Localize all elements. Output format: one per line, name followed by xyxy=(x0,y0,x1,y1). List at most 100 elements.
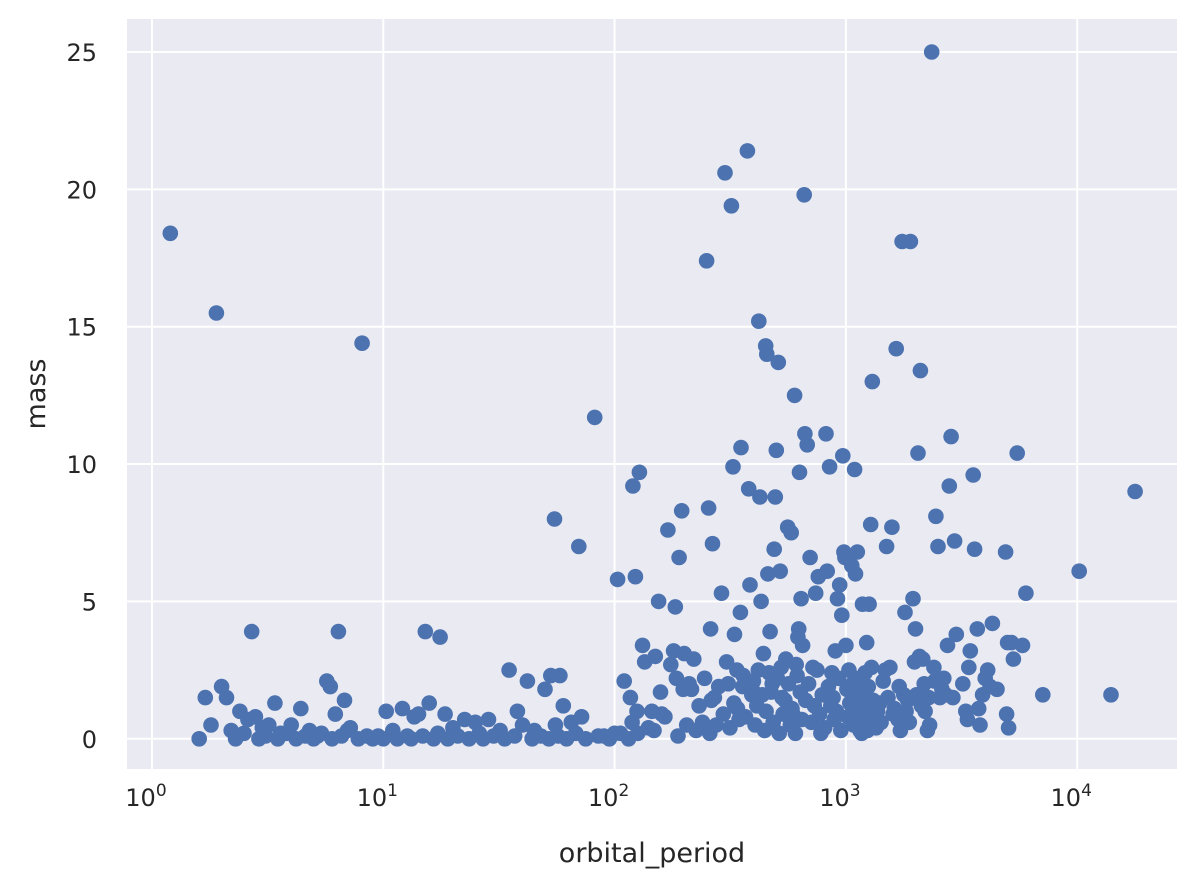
data-point xyxy=(1005,651,1022,667)
data-point xyxy=(959,711,976,728)
data-point xyxy=(691,698,707,714)
data-point xyxy=(586,409,603,426)
data-point xyxy=(203,717,219,733)
data-point xyxy=(657,709,673,725)
data-point xyxy=(1003,634,1020,651)
data-point xyxy=(905,590,921,607)
data-point xyxy=(354,335,370,352)
data-point xyxy=(191,731,207,747)
data-point xyxy=(829,590,846,607)
data-point xyxy=(243,623,260,640)
data-point xyxy=(1009,445,1025,461)
data-point xyxy=(717,165,733,181)
data-point xyxy=(755,645,772,662)
data-point xyxy=(786,387,803,404)
data-point xyxy=(877,662,894,678)
data-point xyxy=(410,706,427,722)
data-point xyxy=(888,340,904,357)
data-point xyxy=(772,563,788,579)
data-point xyxy=(704,535,721,552)
data-point xyxy=(789,667,805,684)
data-point xyxy=(673,503,690,519)
data-point xyxy=(1103,687,1119,703)
data-point xyxy=(849,544,866,560)
data-point xyxy=(519,673,536,689)
data-point xyxy=(671,549,687,566)
data-point xyxy=(330,623,347,640)
data-point xyxy=(647,648,664,665)
y-tick-label: 15 xyxy=(66,314,97,342)
data-point xyxy=(739,143,756,159)
data-point xyxy=(667,599,684,615)
data-point xyxy=(663,656,679,673)
data-point xyxy=(799,437,815,453)
data-point xyxy=(878,538,895,555)
data-point xyxy=(838,637,854,654)
data-point xyxy=(907,621,924,637)
data-point xyxy=(631,464,648,481)
data-point xyxy=(784,700,800,717)
data-point xyxy=(715,706,732,722)
data-point xyxy=(625,478,641,494)
data-point xyxy=(703,692,720,709)
x-tick-label: 101 xyxy=(357,781,398,812)
data-point xyxy=(928,508,944,525)
data-point xyxy=(162,225,179,242)
data-point xyxy=(218,689,235,706)
data-point xyxy=(910,445,926,461)
data-point xyxy=(920,689,937,706)
data-point xyxy=(725,459,741,475)
data-point xyxy=(962,643,979,659)
data-point xyxy=(833,722,849,739)
data-point xyxy=(998,706,1015,722)
y-tick-label: 0 xyxy=(82,726,97,754)
data-point xyxy=(501,662,517,678)
data-point xyxy=(609,571,626,588)
data-point xyxy=(770,354,787,371)
data-point xyxy=(646,722,662,739)
data-point xyxy=(729,662,745,678)
data-point xyxy=(768,442,785,459)
data-point xyxy=(650,593,667,610)
data-point xyxy=(753,593,769,610)
data-point xyxy=(686,651,702,667)
data-point xyxy=(267,695,283,711)
data-point xyxy=(902,233,919,250)
data-point xyxy=(732,604,749,621)
data-points xyxy=(162,44,1143,747)
data-point xyxy=(1000,720,1017,736)
data-point xyxy=(710,678,727,695)
x-tick-label: 100 xyxy=(125,781,166,812)
data-point xyxy=(863,659,880,676)
data-point xyxy=(901,714,918,731)
data-point xyxy=(830,670,847,687)
data-point xyxy=(760,566,776,582)
data-point xyxy=(726,695,742,711)
data-point xyxy=(943,428,959,445)
grid-lines xyxy=(127,19,1177,769)
data-point xyxy=(762,623,778,640)
data-point xyxy=(941,478,958,494)
data-point xyxy=(858,634,875,651)
data-point xyxy=(846,461,863,478)
data-point xyxy=(766,541,782,557)
data-point xyxy=(350,731,367,747)
data-point xyxy=(726,626,743,643)
data-point xyxy=(861,596,877,612)
data-point xyxy=(634,637,651,654)
data-point xyxy=(926,659,942,676)
data-point xyxy=(555,698,572,714)
data-point xyxy=(939,637,956,654)
data-point xyxy=(818,426,834,442)
data-point xyxy=(417,623,434,640)
data-point xyxy=(945,689,961,706)
data-point xyxy=(862,516,879,533)
data-point xyxy=(989,681,1005,698)
data-point xyxy=(437,706,453,722)
data-point xyxy=(946,533,963,549)
data-point xyxy=(375,731,392,747)
data-point xyxy=(573,709,590,725)
y-tick-label: 20 xyxy=(66,176,97,204)
data-point xyxy=(394,700,411,717)
data-point xyxy=(702,621,719,637)
